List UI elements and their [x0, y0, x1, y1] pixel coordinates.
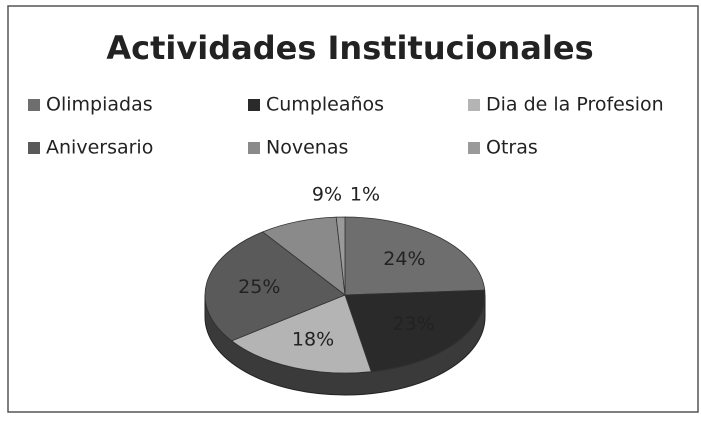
- legend-swatch: [468, 142, 480, 154]
- data-label: 1%: [350, 184, 380, 206]
- pie-slice: [335, 216, 346, 296]
- data-label: 24%: [383, 248, 425, 270]
- legend-label: Novenas: [266, 137, 348, 159]
- legend-label: Dia de la Profesion: [486, 94, 664, 116]
- legend-swatch: [468, 99, 480, 111]
- pie-slice: [344, 216, 486, 296]
- legend-swatch: [248, 142, 260, 154]
- legend-label: Aniversario: [46, 137, 153, 159]
- pie-slice: [204, 231, 346, 342]
- pie-slice: [344, 289, 486, 373]
- legend-label: Cumpleaños: [266, 94, 384, 116]
- data-label: 25%: [238, 276, 280, 298]
- legend-swatch: [28, 142, 40, 154]
- legend-swatch: [248, 99, 260, 111]
- pie-slice: [230, 294, 372, 374]
- legend-swatch: [28, 99, 40, 111]
- data-label: 9%: [312, 184, 342, 206]
- pie-slice: [261, 216, 346, 296]
- legend-label: Olimpiadas: [46, 94, 153, 116]
- data-label: 18%: [292, 328, 334, 350]
- data-label: 23%: [392, 313, 434, 335]
- chart-title: Actividades Institucionales: [106, 29, 593, 67]
- legend-label: Otras: [486, 137, 538, 159]
